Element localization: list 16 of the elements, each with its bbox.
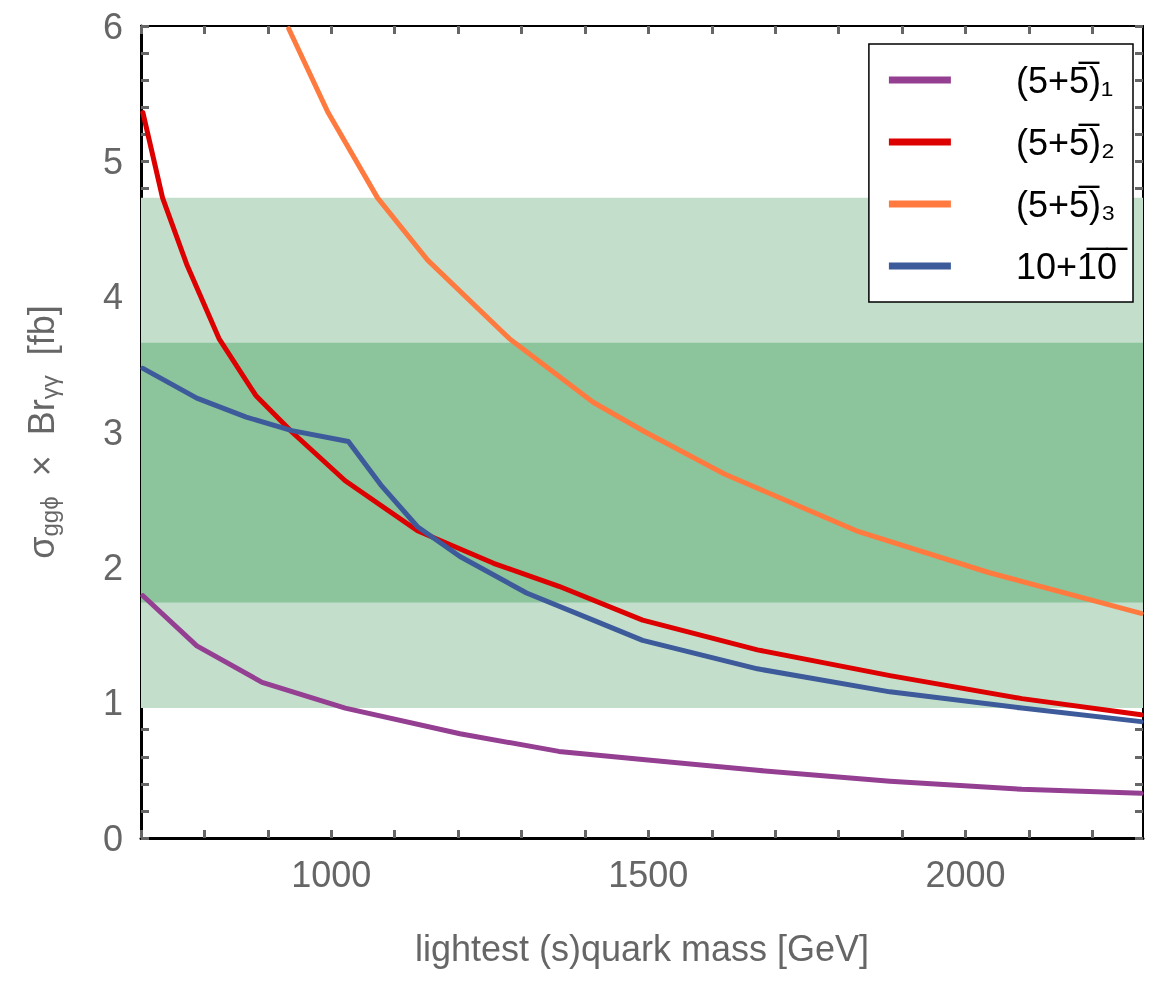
- y-tick-label: 1: [102, 682, 123, 724]
- y-tick-label: 0: [102, 817, 123, 859]
- y-tick-label: 6: [102, 5, 123, 47]
- legend-label: (5+5̅)₁: [1015, 59, 1114, 101]
- y-tick-label: 2: [102, 546, 123, 588]
- y-tick-label: 4: [102, 276, 123, 318]
- y-tick-label: 5: [102, 140, 123, 182]
- legend-label: (5+5̅)₃: [1015, 183, 1116, 225]
- y-tick-label: 3: [102, 411, 123, 453]
- y-axis-title: σggϕ × Brγγ [fb]: [20, 305, 63, 559]
- x-axis-title: lightest (s)quark mass [GeV]: [414, 927, 870, 969]
- legend-label: 10+1̅0̅: [1015, 245, 1128, 287]
- x-tick-label: 2000: [925, 853, 1006, 895]
- x-tick-label: 1500: [608, 853, 689, 895]
- x-tick-label: 1000: [291, 853, 372, 895]
- legend-label: (5+5̅)₂: [1015, 121, 1115, 163]
